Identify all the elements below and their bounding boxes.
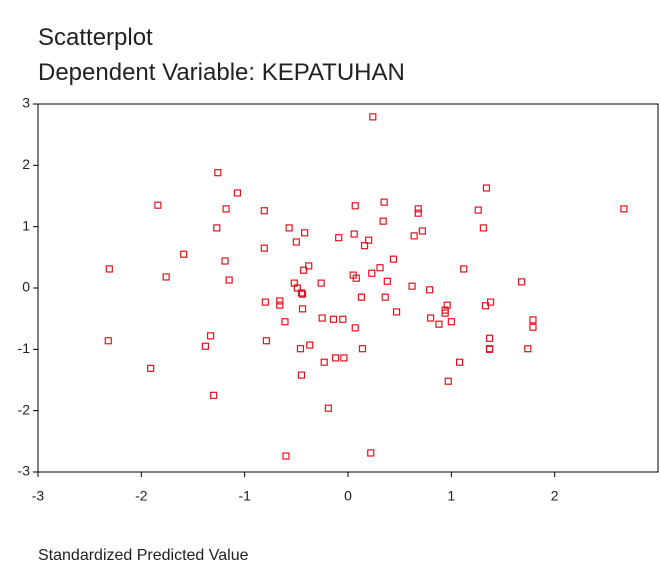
point xyxy=(105,338,111,344)
point xyxy=(487,335,493,341)
point xyxy=(390,256,396,262)
point xyxy=(436,321,442,327)
point xyxy=(428,315,434,321)
point xyxy=(483,185,489,191)
point xyxy=(222,258,228,264)
point xyxy=(261,245,267,251)
point xyxy=(358,294,364,300)
point xyxy=(155,202,161,208)
point xyxy=(293,239,299,245)
point xyxy=(415,210,421,216)
point xyxy=(226,277,232,283)
plot-frame xyxy=(38,104,658,472)
point xyxy=(377,265,383,271)
x-tick-label: 1 xyxy=(447,488,455,504)
point xyxy=(380,218,386,224)
point xyxy=(261,208,267,214)
point xyxy=(319,315,325,321)
point xyxy=(211,392,217,398)
point xyxy=(370,114,376,120)
point xyxy=(621,206,627,212)
point xyxy=(368,450,374,456)
point xyxy=(351,231,357,237)
point xyxy=(263,338,269,344)
point xyxy=(234,190,240,196)
point xyxy=(352,203,358,209)
y-tick-label: 3 xyxy=(22,95,30,111)
point xyxy=(341,355,347,361)
point xyxy=(461,266,467,272)
point xyxy=(215,170,221,176)
point xyxy=(359,346,365,352)
point xyxy=(369,270,375,276)
point xyxy=(307,342,313,348)
point xyxy=(282,319,288,325)
y-tick-label: -1 xyxy=(18,340,31,356)
point xyxy=(427,287,433,293)
point xyxy=(262,299,268,305)
point xyxy=(415,206,421,212)
point xyxy=(336,235,342,241)
x-tick-label: -3 xyxy=(32,488,45,504)
point xyxy=(318,280,324,286)
point xyxy=(419,228,425,234)
y-tick-label: -3 xyxy=(18,463,31,479)
point xyxy=(411,233,417,239)
point xyxy=(106,266,112,272)
point xyxy=(530,317,536,323)
point xyxy=(331,316,337,322)
point xyxy=(475,207,481,213)
x-tick-label: 0 xyxy=(344,488,352,504)
point xyxy=(384,278,390,284)
point xyxy=(457,359,463,365)
point xyxy=(286,225,292,231)
point xyxy=(321,359,327,365)
point xyxy=(214,225,220,231)
point xyxy=(394,309,400,315)
point xyxy=(530,324,536,330)
point xyxy=(208,333,214,339)
point xyxy=(181,251,187,257)
point xyxy=(409,283,415,289)
point xyxy=(480,225,486,231)
point xyxy=(302,230,308,236)
y-tick-label: 2 xyxy=(22,156,30,172)
point xyxy=(525,346,531,352)
chart-subtitle: Dependent Variable: KEPATUHAN xyxy=(38,59,405,86)
point xyxy=(223,206,229,212)
x-axis-label: Standardized Predicted Value xyxy=(38,547,249,564)
point xyxy=(340,316,346,322)
point xyxy=(519,279,525,285)
point xyxy=(148,365,154,371)
point xyxy=(277,298,283,304)
x-tick-label: -2 xyxy=(135,488,148,504)
point xyxy=(445,378,451,384)
point xyxy=(202,343,208,349)
point xyxy=(277,302,283,308)
point xyxy=(352,325,358,331)
point xyxy=(381,199,387,205)
chart-title: Scatterplot xyxy=(38,24,153,51)
point xyxy=(300,306,306,312)
y-tick-label: 1 xyxy=(22,217,30,233)
point xyxy=(448,319,454,325)
point xyxy=(163,274,169,280)
y-tick-label: 0 xyxy=(22,279,30,295)
point xyxy=(297,346,303,352)
x-tick-label: 2 xyxy=(551,488,559,504)
x-tick-label: -1 xyxy=(238,488,251,504)
chart: Scatterplot Dependent Variable: KEPATUHA… xyxy=(0,0,660,569)
point xyxy=(299,372,305,378)
y-tick-label: -2 xyxy=(18,401,31,417)
point xyxy=(333,355,339,361)
point xyxy=(382,294,388,300)
point xyxy=(325,405,331,411)
point xyxy=(283,453,289,459)
